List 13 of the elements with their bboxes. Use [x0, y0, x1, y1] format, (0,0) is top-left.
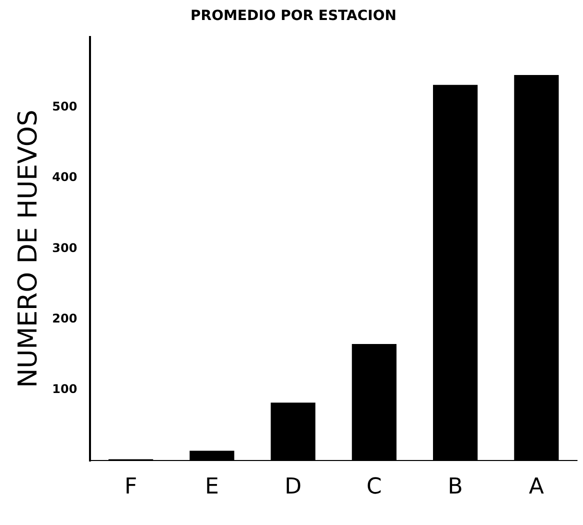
y-tick-label: 500: [52, 100, 78, 114]
y-tick-label: 300: [52, 240, 78, 255]
y-tick-label: 400: [52, 170, 78, 184]
x-tick-label: E: [204, 474, 219, 500]
x-tick-label: C: [366, 474, 382, 500]
x-tick-label: D: [284, 474, 302, 500]
x-tick-label: F: [124, 474, 138, 500]
chart-title: PROMEDIO POR ESTACION: [190, 8, 396, 24]
x-tick-label: B: [448, 474, 463, 500]
y-tick-label: 200: [52, 311, 78, 326]
y-axis-title: NUMERO DE HUEVOS: [13, 110, 44, 388]
y-tick-label: 100: [52, 382, 78, 396]
x-tick-label: A: [528, 474, 544, 500]
